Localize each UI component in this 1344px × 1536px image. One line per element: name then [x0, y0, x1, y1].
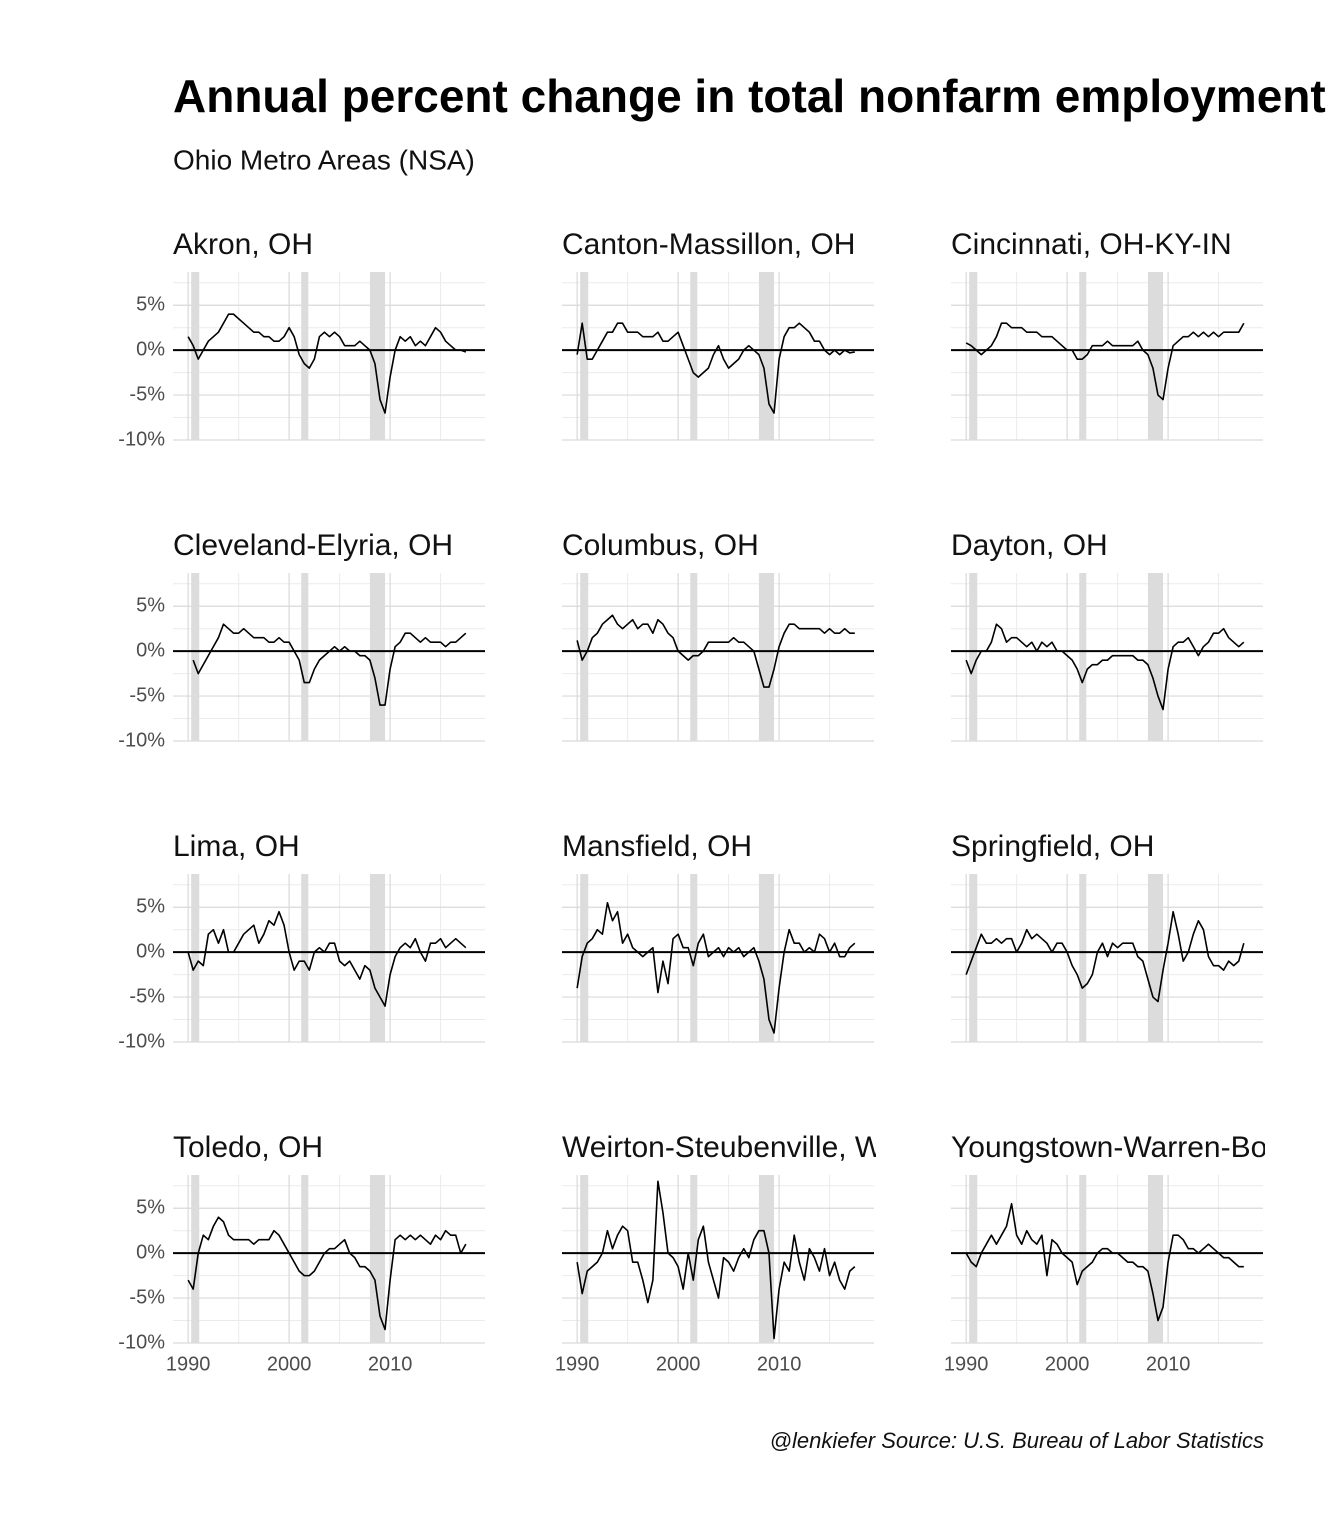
line	[192, 623, 467, 706]
panel-title: Cincinnati, OH-KY-IN	[951, 228, 1232, 261]
panel: Springfield, OH	[951, 830, 1263, 1043]
panel-title: Dayton, OH	[951, 529, 1108, 562]
recession-band	[191, 272, 200, 440]
chart-title: Annual percent change in total nonfarm e…	[173, 70, 1326, 122]
y-tick-label: -10%	[118, 1331, 165, 1353]
panel: Cleveland-Elyria, OH 5% 0% -5% -10%	[118, 529, 485, 751]
x-tick-label: 2000	[1045, 1353, 1090, 1375]
y-tick-label: -10%	[118, 1030, 165, 1052]
recession-band	[1079, 1175, 1087, 1343]
recession-band	[301, 272, 309, 440]
panel: Akron, OH 5% 0% -5% -10%	[118, 228, 485, 450]
x-tick-label: 2000	[267, 1353, 312, 1375]
recession-band	[758, 272, 775, 440]
recession-band	[758, 1175, 775, 1343]
recession-band	[1079, 272, 1087, 440]
x-tick-label: 1990	[944, 1353, 989, 1375]
line	[965, 910, 1245, 1003]
recession-band	[690, 1175, 698, 1343]
x-tick-label: 2010	[757, 1353, 802, 1375]
panel-title: Springfield, OH	[951, 830, 1154, 863]
recession-band	[1147, 272, 1164, 440]
recession-band	[690, 874, 698, 1042]
panel-title: Cleveland-Elyria, OH	[173, 529, 453, 562]
recession-band	[369, 1175, 386, 1343]
recession-band	[1079, 874, 1087, 1042]
y-tick-label: 0%	[136, 338, 165, 360]
line	[965, 1202, 1244, 1322]
line	[187, 1216, 467, 1331]
recession-band	[369, 874, 386, 1042]
panel-title: Toledo, OH	[173, 1131, 323, 1164]
y-tick-label: -5%	[129, 1286, 165, 1308]
line	[576, 322, 855, 414]
recession-band	[580, 874, 589, 1042]
y-tick-label: -10%	[118, 428, 165, 450]
recession-band	[191, 874, 200, 1042]
line	[965, 322, 1245, 401]
recession-band	[301, 573, 309, 741]
line	[576, 1180, 856, 1340]
line	[576, 614, 855, 688]
line	[187, 910, 467, 1007]
y-tick-label: -5%	[129, 985, 165, 1007]
panel: Toledo, OH 5% 0% -5% -10%1990 2000 2010	[118, 1131, 485, 1375]
panel: Weirton-Steubenville, WV-OH 1990 2000 2010	[555, 1131, 957, 1375]
panel: Mansfield, OH	[562, 830, 874, 1043]
recession-band	[1147, 573, 1164, 741]
recession-band	[191, 573, 200, 741]
line	[187, 313, 467, 414]
recession-band	[369, 573, 386, 741]
recession-band	[969, 1175, 978, 1343]
x-tick-label: 2000	[656, 1353, 701, 1375]
recession-band	[301, 874, 309, 1042]
x-tick-label: 2010	[1146, 1353, 1191, 1375]
x-tick-label: 1990	[166, 1353, 211, 1375]
recession-band	[1147, 1175, 1164, 1343]
recession-band	[690, 573, 698, 741]
panel-title: Columbus, OH	[562, 529, 759, 562]
panel: Canton-Massillon, OH	[562, 228, 874, 441]
recession-band	[969, 573, 978, 741]
y-tick-label: -5%	[129, 684, 165, 706]
panel: Cincinnati, OH-KY-IN	[951, 228, 1263, 441]
panel: Lima, OH 5% 0% -5% -10%	[118, 830, 485, 1052]
recession-band	[758, 874, 775, 1042]
panel-title: Lima, OH	[173, 830, 300, 863]
panel-title: Mansfield, OH	[562, 830, 752, 863]
panel: Columbus, OH	[562, 529, 874, 742]
panel-title: Canton-Massillon, OH	[562, 228, 855, 261]
line	[965, 623, 1245, 711]
recession-band	[369, 272, 386, 440]
y-tick-label: 0%	[136, 1241, 165, 1263]
y-tick-label: -10%	[118, 729, 165, 751]
recession-band	[758, 573, 775, 741]
panel-title: Akron, OH	[173, 228, 313, 261]
recession-band	[191, 1175, 200, 1343]
recession-band	[1079, 573, 1087, 741]
y-tick-label: 5%	[136, 294, 165, 316]
y-tick-label: 0%	[136, 940, 165, 962]
caption: @lenkiefer Source: U.S. Bureau of Labor …	[770, 1428, 1264, 1453]
recession-band	[301, 1175, 309, 1343]
line	[576, 901, 856, 1034]
panel-title: Weirton-Steubenville, WV-OH	[562, 1131, 957, 1164]
recession-band	[690, 272, 698, 440]
y-tick-label: 5%	[136, 1197, 165, 1219]
x-tick-label: 1990	[555, 1353, 600, 1375]
y-tick-label: 5%	[136, 595, 165, 617]
panel: Youngstown-Warren-Boardman, OH-PA 1990 200…	[944, 1131, 1344, 1375]
panel: Dayton, OH	[951, 529, 1263, 742]
recession-band	[580, 1175, 589, 1343]
panel-title: Youngstown-Warren-Boardman, OH-PA	[951, 1131, 1344, 1164]
chart-subtitle: Ohio Metro Areas (NSA)	[173, 144, 475, 175]
y-tick-label: -5%	[129, 383, 165, 405]
recession-band	[580, 272, 589, 440]
y-tick-label: 5%	[136, 896, 165, 918]
x-tick-label: 2010	[368, 1353, 413, 1375]
recession-band	[1147, 874, 1164, 1042]
y-tick-label: 0%	[136, 639, 165, 661]
recession-band	[969, 272, 978, 440]
